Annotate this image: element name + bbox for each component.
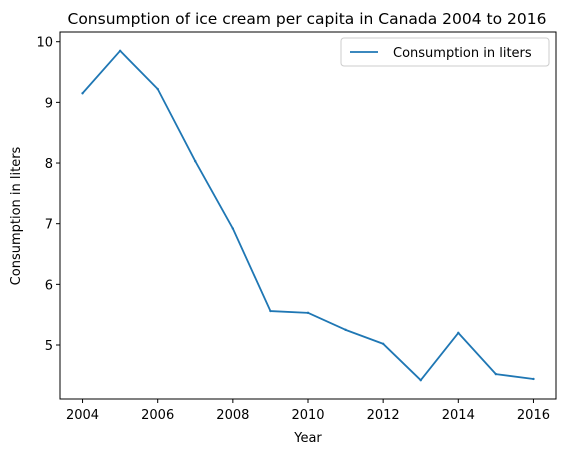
y-axis-label: Consumption in liters xyxy=(9,146,24,285)
x-tick-label: 2010 xyxy=(291,408,324,423)
data-point xyxy=(307,312,309,314)
x-tick-label: 2008 xyxy=(216,408,249,423)
x-tick-label: 2016 xyxy=(517,408,550,423)
data-point xyxy=(156,88,158,90)
data-point xyxy=(81,92,83,94)
data-point xyxy=(457,332,459,334)
data-point xyxy=(194,160,196,162)
chart-title: Consumption of ice cream per capita in C… xyxy=(68,10,547,28)
data-point xyxy=(420,379,422,381)
x-tick-label: 2012 xyxy=(367,408,400,423)
data-point xyxy=(382,343,384,345)
x-tick-label: 2004 xyxy=(66,408,99,423)
data-point xyxy=(269,310,271,312)
legend: Consumption in liters xyxy=(341,38,549,66)
data-point xyxy=(344,329,346,331)
y-tick-label: 7 xyxy=(45,218,53,233)
y-tick-label: 5 xyxy=(45,339,53,354)
data-point xyxy=(495,373,497,375)
x-tick-label: 2014 xyxy=(442,408,475,423)
x-axis-label: Year xyxy=(293,431,322,446)
y-tick-label: 9 xyxy=(45,96,53,111)
y-tick-label: 10 xyxy=(36,36,53,51)
x-tick-label: 2006 xyxy=(141,408,174,423)
data-point xyxy=(119,50,121,52)
y-tick-label: 8 xyxy=(45,157,53,172)
legend-label-consumption: Consumption in liters xyxy=(393,46,532,61)
data-point xyxy=(232,227,234,229)
y-tick-label: 6 xyxy=(45,278,53,293)
data-point xyxy=(532,378,534,380)
